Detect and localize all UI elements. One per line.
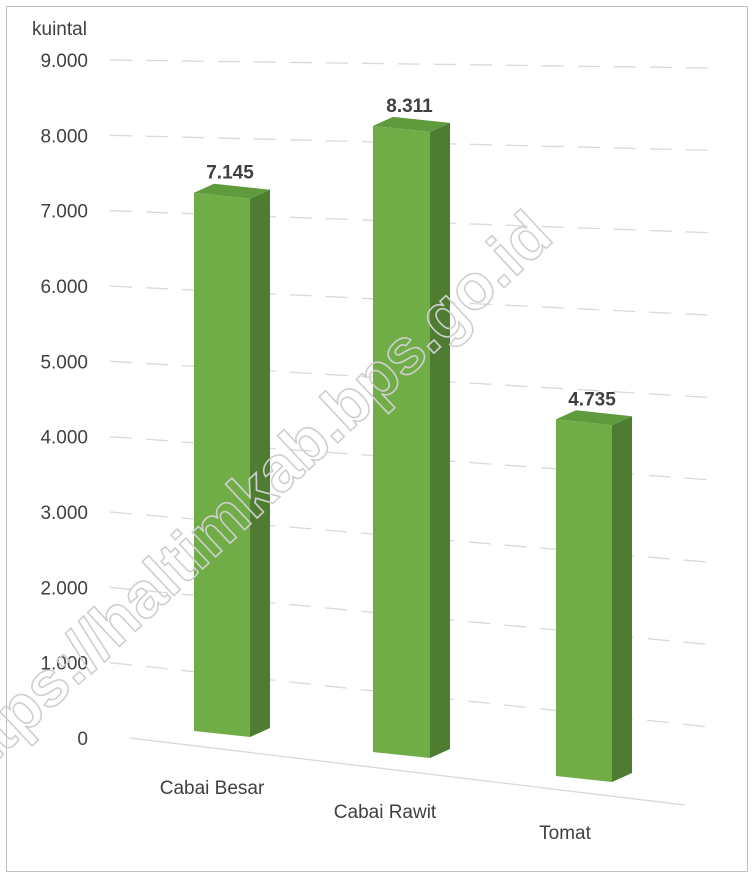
y-tick-label: 3.000 [40,503,88,524]
value-label: 8.311 [386,96,433,117]
baseline [129,737,686,806]
bar-front [556,419,612,782]
bar [194,183,270,737]
bar-top [194,183,270,199]
value-label: 7.145 [206,163,254,184]
bar-front [194,192,250,737]
y-tick-label: 2.000 [40,578,88,599]
y-tick-label: 5.000 [40,352,88,373]
bar-side [430,122,450,758]
y-tick-label: 6.000 [40,277,88,298]
bar-side [250,189,270,737]
bar-top [556,410,632,426]
y-axis-ticks: 0 1.000 2.000 3.000 4.000 5.000 6.000 7.000 8.00… [40,51,88,750]
value-labels: 7.145 8.311 4.735 [206,96,616,410]
y-tick-label: 4.000 [40,428,88,449]
value-label: 4.735 [568,389,616,410]
y-tick-label: 0 [77,729,88,750]
bar [556,410,632,782]
category-labels: Cabai Besar Cabai Rawit Tomat [160,778,592,844]
category-label: Cabai Besar [160,778,265,799]
bars [194,116,632,782]
y-axis-unit-label: kuintal [32,19,87,40]
bar-top [373,116,450,132]
y-tick-label: 7.000 [40,202,88,223]
bar-side [612,416,632,782]
gridline [109,59,716,69]
category-label: Cabai Rawit [334,802,437,823]
y-tick-label: 1.000 [40,654,88,675]
category-label: Tomat [539,823,591,844]
y-tick-label: 8.000 [40,126,88,147]
bar [373,116,450,758]
bar-front [373,125,430,758]
y-tick-label: 9.000 [40,51,88,72]
